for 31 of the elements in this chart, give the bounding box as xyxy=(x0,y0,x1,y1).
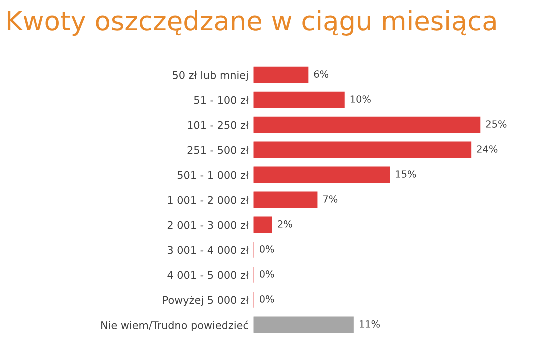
data-label: 11% xyxy=(360,320,380,328)
data-label: 24% xyxy=(477,146,498,153)
y-tick-label: 50 zł lub mniej xyxy=(173,71,248,82)
y-tick-label: Nie wiem/Trudno powiedzieć xyxy=(102,320,248,332)
bar xyxy=(254,142,472,158)
data-label: 2% xyxy=(278,220,292,228)
bar xyxy=(254,216,272,234)
data-label: 15% xyxy=(396,170,416,178)
y-tick-label: 2 001 - 3 000 zł xyxy=(168,221,249,230)
y-tick-label: 101 - 250 zł xyxy=(188,121,249,130)
bar xyxy=(254,192,318,208)
data-label: 10% xyxy=(350,96,371,103)
data-label: 25% xyxy=(486,120,507,128)
y-tick-label: 1 001 - 2 000 zł xyxy=(168,196,249,204)
data-label: 0% xyxy=(260,296,274,303)
data-label: 0% xyxy=(260,270,274,278)
y-tick-label: 51 - 100 zł xyxy=(194,96,249,104)
bar xyxy=(254,92,345,108)
data-label: 7% xyxy=(324,196,338,203)
y-tick-label: 3 001 - 4 000 zł xyxy=(168,246,249,254)
y-tick-label: 501 - 1 000 zł xyxy=(178,171,249,180)
chart-title: Kwoty oszczędzane w ciągu miesiąca xyxy=(8,10,496,36)
y-tick-label: 4 001 - 5 000 zł xyxy=(168,271,249,280)
bar xyxy=(254,116,481,134)
y-tick-label: Powyżej 5 000 zł xyxy=(163,296,249,306)
data-label: 6% xyxy=(314,70,329,78)
bar xyxy=(254,166,390,184)
data-label: 0% xyxy=(260,246,274,253)
y-tick-label: 251 - 500 zł xyxy=(188,146,249,154)
bar xyxy=(254,316,354,334)
bar xyxy=(254,66,309,84)
